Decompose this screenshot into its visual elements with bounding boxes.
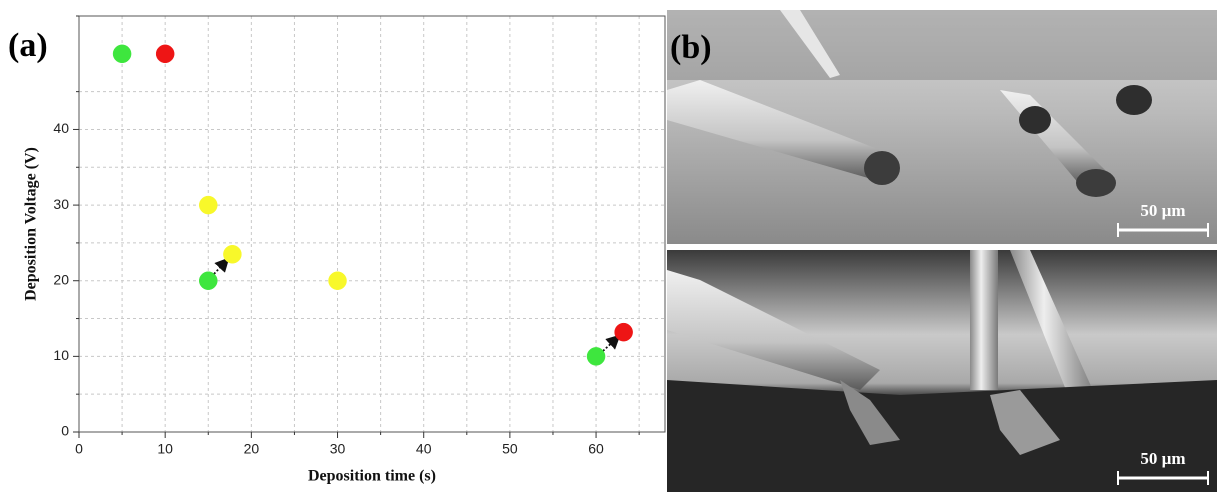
point bbox=[112, 44, 132, 64]
sem-image-top bbox=[667, 10, 1217, 244]
scatter-plot: 0 10 20 30 40 50 60 0 10 20 30 40 bbox=[53, 15, 666, 457]
point bbox=[328, 271, 347, 290]
point bbox=[614, 322, 633, 342]
plot-frame bbox=[78, 15, 666, 433]
x-tick-label: 0 bbox=[75, 441, 83, 457]
scale-bar-label: 50 µm bbox=[1140, 201, 1185, 220]
x-axis-title: Deposition time (s) bbox=[308, 468, 436, 485]
x-tick-label: 20 bbox=[244, 441, 260, 457]
arrow bbox=[602, 334, 621, 352]
point bbox=[223, 245, 242, 264]
point bbox=[586, 347, 606, 366]
x-tick-label: 40 bbox=[416, 441, 432, 457]
scale-bar: 50 µm bbox=[1117, 201, 1209, 237]
x-tick-label: 60 bbox=[588, 441, 604, 457]
y-tick-label: 30 bbox=[53, 196, 69, 212]
point bbox=[199, 271, 218, 290]
y-tick-label: 20 bbox=[53, 271, 69, 287]
panel-label: (a) bbox=[8, 27, 48, 64]
point bbox=[155, 44, 175, 64]
y-tick-label: 40 bbox=[53, 120, 69, 136]
y-tick-label: 0 bbox=[61, 423, 69, 439]
x-tick-label: 30 bbox=[330, 441, 346, 457]
image-separator bbox=[667, 244, 1217, 250]
scale-bar: 50 µm bbox=[1117, 449, 1209, 485]
point bbox=[199, 195, 218, 215]
panel-label: (b) bbox=[670, 29, 712, 66]
sem-image-bottom bbox=[667, 250, 1217, 492]
x-tick-label: 10 bbox=[157, 441, 173, 457]
arrow bbox=[213, 257, 230, 275]
scale-bar-label: 50 µm bbox=[1140, 449, 1185, 468]
y-axis-title: Deposition Voltage (V) bbox=[23, 147, 40, 301]
x-tick-label: 50 bbox=[502, 441, 518, 457]
y-tick-label: 10 bbox=[53, 347, 69, 363]
